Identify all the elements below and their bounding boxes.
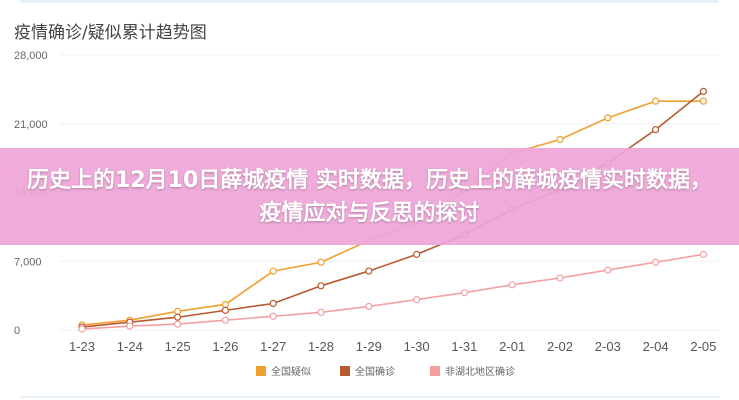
data-point (174, 307, 182, 315)
legend-label[interactable]: 全国确诊 (355, 365, 395, 378)
legend-label[interactable]: 非湖北地区确诊 (445, 365, 515, 378)
x-tick-label: 1-28 (308, 339, 334, 354)
data-point (556, 274, 564, 282)
data-point (413, 250, 421, 258)
data-point (651, 258, 660, 266)
x-tick-label: 2-05 (690, 339, 716, 354)
data-point (413, 295, 421, 304)
legend-swatch[interactable] (430, 366, 440, 376)
data-point (221, 306, 229, 314)
data-point (78, 325, 86, 333)
x-tick-label: 1-24 (117, 339, 143, 354)
data-point (269, 267, 277, 275)
x-tick-label: 2-03 (595, 339, 621, 354)
top-divider (20, 0, 719, 3)
x-tick-label: 1-27 (260, 339, 286, 354)
x-tick-label: 1-31 (451, 339, 477, 354)
data-point (317, 308, 325, 316)
x-tick-label: 2-04 (643, 339, 669, 354)
data-point (699, 250, 708, 258)
y-tick-label: 28,000 (14, 50, 48, 62)
data-point (699, 97, 708, 105)
y-tick-label: 0 (14, 325, 20, 337)
data-point (221, 300, 229, 309)
data-point (604, 114, 612, 122)
series-line (81, 253, 704, 330)
x-tick-label: 2-01 (499, 339, 525, 354)
data-point (317, 282, 325, 290)
data-point (126, 322, 134, 330)
data-point (317, 258, 325, 266)
title-banner: 历史上的12月10日薛城疫情 实时数据，历史上的薛城疫情实时数据，疫情应对与反思… (0, 148, 739, 245)
x-tick-label: 1-26 (212, 339, 238, 354)
y-tick-label: 21,000 (14, 119, 48, 131)
legend-label[interactable]: 全国疑似 (271, 365, 311, 378)
data-point (174, 313, 182, 321)
data-point (699, 87, 708, 95)
data-point (556, 135, 564, 144)
data-point (508, 281, 516, 289)
x-tick-label: 2-02 (547, 339, 573, 354)
legend-swatch[interactable] (340, 366, 350, 376)
data-point (651, 97, 660, 105)
x-tick-label: 1-23 (69, 339, 95, 354)
data-point (174, 320, 182, 328)
data-point (365, 267, 373, 275)
x-tick-label: 1-30 (404, 339, 430, 354)
legend-swatch[interactable] (256, 366, 266, 376)
data-point (651, 126, 660, 134)
y-tick-label: 7,000 (14, 256, 42, 268)
data-point (221, 316, 229, 324)
data-point (269, 312, 277, 320)
series-2 (78, 250, 708, 333)
chart-title: 疫情确诊/疑似累计趋势图 (14, 23, 207, 43)
data-point (269, 299, 277, 308)
x-tick-label: 1-29 (356, 339, 382, 354)
x-tick-label: 1-25 (165, 339, 191, 354)
banner-text: 历史上的12月10日薛城疫情 实时数据，历史上的薛城疫情实时数据，疫情应对与反思… (27, 167, 712, 226)
data-point (604, 266, 612, 274)
bottom-divider (20, 396, 719, 398)
data-point (365, 302, 373, 311)
data-point (460, 289, 468, 297)
